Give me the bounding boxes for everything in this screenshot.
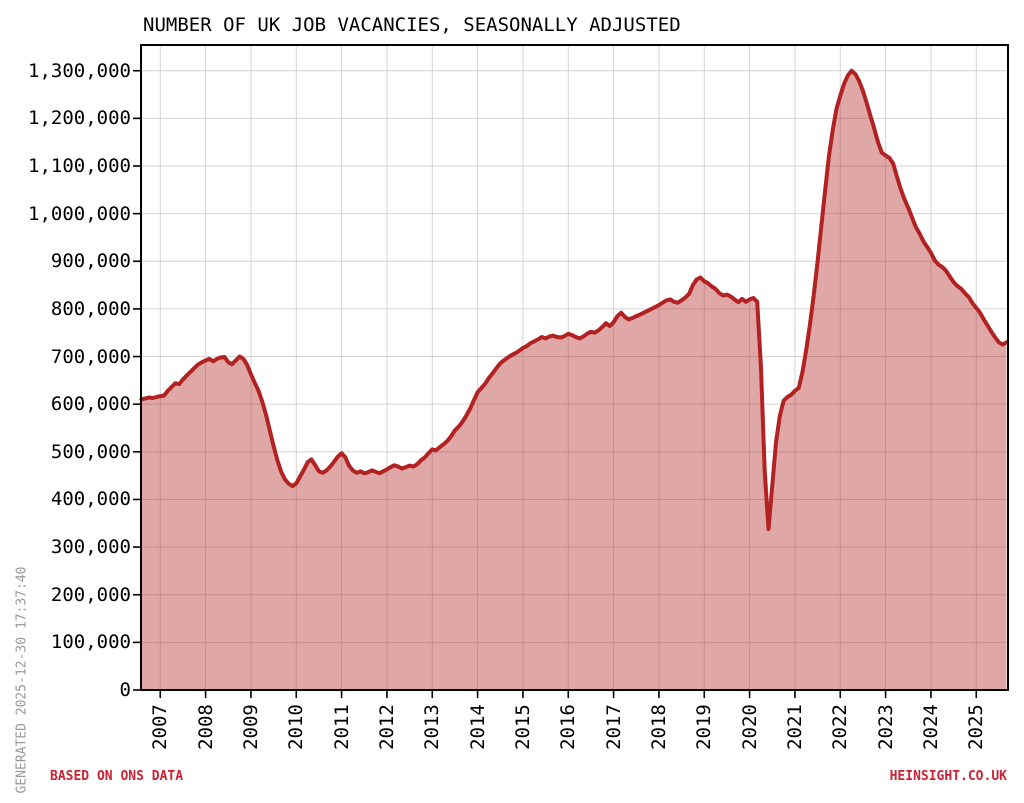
x-tick-label: 2015: [511, 704, 534, 750]
x-tick-label: 2019: [693, 704, 716, 750]
x-tick-label: 2007: [149, 704, 172, 750]
x-tick-label: 2024: [919, 704, 942, 750]
y-tick-label: 300,000: [50, 536, 131, 559]
x-tick-label: 2010: [285, 704, 308, 750]
x-tick-label: 2009: [239, 704, 262, 750]
y-tick-label: 900,000: [50, 250, 131, 273]
x-tick-label: 2013: [421, 704, 444, 750]
footer-website: HEINSIGHT.CO.UK: [889, 769, 1007, 784]
plot-frame: [140, 44, 1009, 691]
x-tick-label: 2011: [330, 704, 353, 750]
x-tick-label: 2018: [647, 704, 670, 750]
series-line: [139, 68, 1009, 531]
chart-title: NUMBER OF UK JOB VACANCIES, SEASONALLY A…: [143, 14, 681, 36]
y-tick-label: 700,000: [50, 345, 131, 368]
y-tick-label: 1,000,000: [28, 202, 131, 225]
x-tick-label: 2017: [602, 704, 625, 750]
footer-attribution: BASED ON ONS DATA: [50, 769, 184, 784]
y-tick-label: 400,000: [50, 488, 131, 511]
y-tick-label: 1,300,000: [28, 59, 131, 82]
x-tick-label: 2023: [874, 704, 897, 750]
x-tick-label: 2021: [783, 704, 806, 750]
x-tick-label: 2016: [557, 704, 580, 750]
x-tick-label: 2022: [829, 704, 852, 750]
x-tick-label: 2014: [466, 704, 489, 750]
y-tick-label: 1,100,000: [28, 154, 131, 177]
x-tick-label: 2008: [194, 704, 217, 750]
series-area-fill: [141, 70, 1007, 690]
x-tick-label: 2012: [375, 704, 398, 750]
y-tick-label: 500,000: [50, 440, 131, 463]
y-tick-label: 200,000: [50, 583, 131, 606]
y-tick-label: 100,000: [50, 631, 131, 654]
x-tick-label: 2025: [965, 704, 988, 750]
y-tick-label: 1,200,000: [28, 107, 131, 130]
y-tick-label: 800,000: [50, 297, 131, 320]
y-tick-label: 600,000: [50, 393, 131, 416]
generated-timestamp: GENERATED 2025-12-30 17:37:40: [14, 566, 30, 794]
x-tick-label: 2020: [738, 704, 761, 750]
y-tick-label: 0: [119, 679, 131, 701]
